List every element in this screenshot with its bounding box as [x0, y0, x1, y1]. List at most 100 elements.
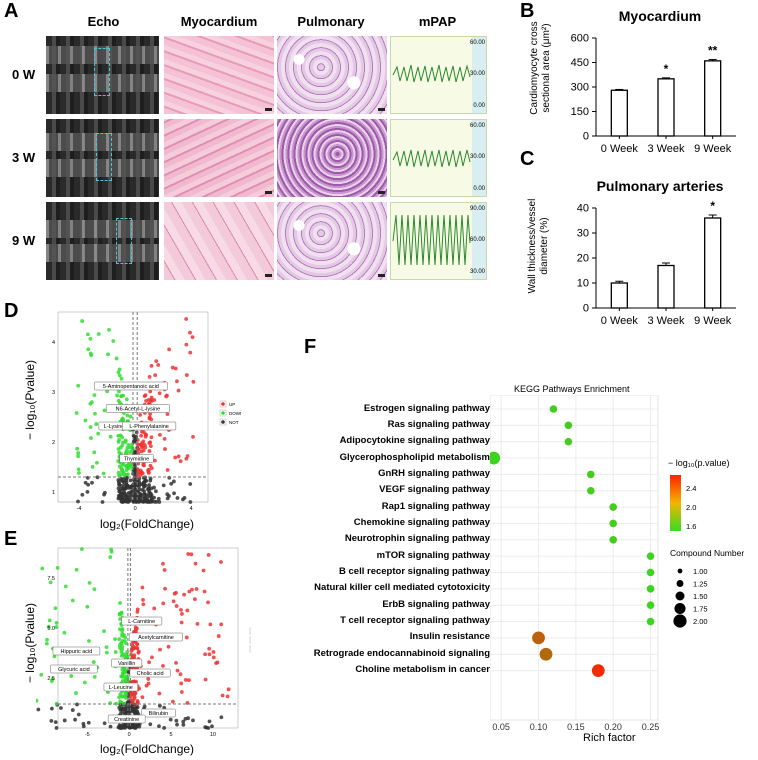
chart-f-category-label-0: Estrogen signaling pathway [363, 402, 490, 414]
chart-d-point-39 [172, 491, 176, 496]
chart-d-point-224 [121, 440, 125, 445]
chart-d-point-184 [173, 455, 178, 460]
chart-d-point-305 [139, 433, 144, 438]
chart-e-point-492 [132, 691, 137, 696]
chart-e-point-195 [158, 647, 162, 652]
chart-d-point-209 [116, 370, 121, 375]
chart-d-point-249 [149, 363, 154, 368]
chart-d-point-443 [117, 438, 122, 442]
chart-d-point-295 [161, 483, 166, 488]
chart-e-point-6 [148, 722, 153, 727]
chart-c-xtick-label-2: 9 Week [694, 315, 732, 327]
chart-f-plot-area [490, 395, 659, 721]
chart-d-point-171 [140, 429, 144, 434]
chart-d-point-189 [167, 347, 171, 352]
chart-e-point-420 [132, 679, 137, 684]
chart-d-point-495 [132, 498, 137, 503]
chart-e-point-313 [195, 621, 200, 626]
chart-e-legend-box-1 [249, 636, 251, 644]
chart-e-legend-box-0 [249, 627, 251, 635]
chart-d-point-343 [96, 332, 101, 336]
chart-e-point-497 [210, 724, 214, 729]
chart-d-point-252 [154, 359, 159, 364]
chart-e-point-464 [131, 698, 136, 703]
chart-e-point-395 [202, 589, 207, 594]
chart-d-point-414 [170, 365, 175, 370]
chart-e-point-53 [62, 630, 67, 635]
mpap-axis-mid-9w: 60.00 [469, 237, 485, 243]
echo-image-3w [46, 119, 159, 197]
chart-c-significance-2: * [710, 200, 715, 213]
chart-e-point-418 [62, 718, 67, 723]
chart-c-ytick-label-0: 0 [583, 303, 589, 315]
chart-c-ytick-label-2: 20 [577, 253, 589, 265]
chart-e-annotation-1: Acetylcarnitine [138, 635, 174, 641]
pulmonary-image-3w [277, 119, 387, 197]
chart-d-point-375 [119, 394, 123, 399]
chart-d-point-314 [165, 492, 170, 497]
chart-d-point-380 [190, 335, 195, 340]
chart-d-point-445 [143, 432, 148, 437]
chart-e-point-13 [162, 726, 167, 730]
chart-e-point-165 [191, 718, 195, 723]
chart-f-xtick-label-2: 0.15 [567, 722, 585, 732]
chart-e-point-482 [175, 668, 180, 673]
chart-d-point-368 [92, 450, 97, 455]
chart-d-point-442 [158, 432, 162, 437]
chart-d-annotation-4: Thymidine [124, 457, 149, 463]
chart-d-point-486 [121, 499, 126, 504]
chart-f-category-label-2: Adipocytokine signaling pathway [339, 435, 490, 447]
chart-e-point-396 [132, 710, 137, 715]
chart-e-point-254 [48, 580, 53, 585]
chart-d-point-303 [102, 490, 107, 495]
chart-d-point-286 [124, 397, 129, 402]
chart-f-color-legend-title: − log₁₀(p.value) [668, 458, 730, 468]
chart-d-point-256 [134, 430, 139, 435]
column-header-echo: Echo [87, 14, 120, 29]
chart-d-point-512 [121, 489, 126, 494]
chart-d-point-448 [137, 496, 142, 501]
chart-f-bubble-15 [539, 647, 553, 661]
chart-d-point-161 [152, 499, 157, 504]
chart-e-point-446 [208, 622, 213, 627]
chart-e-point-516 [126, 704, 130, 709]
mpap-axis-bot-0w: 0.00 [473, 103, 485, 109]
chart-d-annotation-box-4 [119, 454, 154, 463]
chart-e-point-361 [174, 661, 178, 665]
chart-e-point-448 [166, 644, 171, 649]
chart-e-point-486 [157, 724, 161, 729]
chart-d-point-363 [146, 468, 150, 473]
chart-d-point-407 [125, 413, 130, 418]
chart-e-point-326 [183, 678, 188, 682]
chart-d-point-186 [146, 486, 151, 491]
chart-d-point-90 [167, 475, 172, 480]
chart-e-point-485 [121, 725, 126, 730]
chart-d-point-199 [173, 366, 178, 371]
chart-e-point-266 [171, 599, 176, 604]
chart-e-point-505 [109, 549, 114, 554]
chart-d-point-35 [92, 393, 97, 398]
chart-d-point-385 [144, 493, 149, 497]
chart-d-point-457 [116, 486, 121, 491]
chart-e-point-351 [125, 675, 130, 680]
chart-d-point-384 [188, 500, 193, 504]
chart-e-point-458 [120, 710, 125, 714]
chart-d-annotation-box-3 [122, 421, 177, 431]
chart-f-category-label-5: VEGF signaling pathway [379, 484, 490, 496]
chart-e-point-353 [140, 585, 145, 590]
chart-b-ytick-label-4: 600 [571, 33, 589, 45]
chart-e-point-298 [82, 680, 87, 685]
chart-e-point-515 [193, 561, 198, 566]
chart-d-ytick-label-0: 1 [52, 490, 55, 496]
chart-d-point-376 [148, 444, 153, 449]
chart-c-xtick-label-0: 0 Week [601, 315, 639, 327]
chart-e-point-60 [174, 718, 179, 723]
chart-d-annotation-box-0 [93, 381, 168, 391]
chart-b-bar-2 [704, 60, 722, 137]
chart-e-point-257 [161, 664, 165, 668]
chart-e-annotation-2: Hippuric acid [61, 649, 93, 655]
chart-d-point-313 [152, 495, 156, 500]
chart-d-point-98 [163, 447, 167, 451]
chart-d-point-497 [117, 450, 122, 455]
chart-d-point-505 [131, 433, 136, 438]
